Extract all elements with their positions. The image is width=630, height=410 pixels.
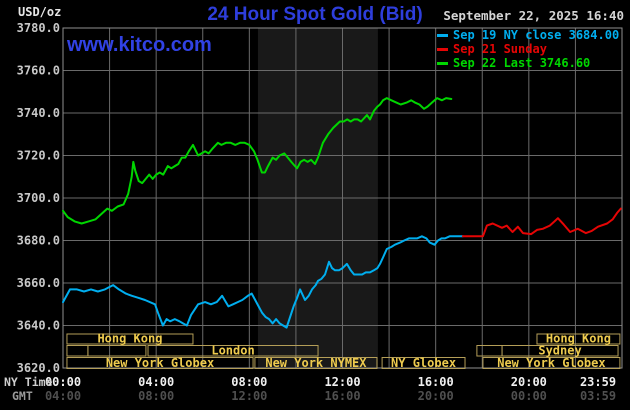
ny-time-tick-label: 00:00 [45,375,81,389]
session-box [501,345,619,357]
session-label: Sydney [538,344,581,358]
session-box [66,357,254,369]
chart-legend: Sep 19 NY close 3684.00 Sep 21 Sunday Se… [437,28,619,70]
y-axis-tick-label: 3620.0 [17,361,60,375]
session-label: Hong Kong [97,332,162,346]
legend-label: Sep 19 NY close 3684.00 [453,28,620,42]
gmt-axis-caption: GMT [12,389,33,403]
y-axis-tick-label: 3640.0 [17,319,60,333]
ny-time-tick-label: 04:00 [138,375,174,389]
session-box [476,345,503,357]
legend-item-sep19: Sep 19 NY close 3684.00 [437,28,619,42]
session-box [381,357,466,369]
legend-item-sep22: Sep 22 Last 3746.60 [437,56,619,70]
y-axis-tick-label: 3780.0 [17,21,60,35]
session-label: Hong Kong [546,332,611,346]
session-label: NY Globex [391,356,456,370]
session-label: London [211,344,254,358]
legend-dash-icon [437,47,448,51]
chart-title: 24 Hour Spot Gold (Bid) [207,4,423,25]
session-box [87,345,147,357]
ny-time-tick-label: 23:59 [580,375,616,389]
series-line-sep19 [62,235,464,329]
session-box [254,357,378,369]
ny-time-tick-label: 08:00 [231,375,267,389]
gmt-tick-label: 16:00 [324,389,360,403]
y-axis-tick-label: 3760.0 [17,64,60,78]
session-box [66,333,194,345]
y-axis-tick-label: 3700.0 [17,191,60,205]
session-box [147,345,319,357]
ny-time-tick-label: 20:00 [511,375,547,389]
session-box [536,333,621,345]
kitco-watermark-link[interactable]: www.kitco.com [67,34,212,56]
y-axis-tick-label: 3660.0 [17,276,60,290]
legend-item-sep21: Sep 21 Sunday [437,42,619,56]
legend-label: Sep 21 Sunday [453,42,547,56]
gmt-tick-label: 03:59 [580,389,616,403]
session-box [66,345,89,357]
y-axis-tick-label: 3740.0 [17,106,60,120]
legend-dash-icon [437,33,448,37]
series-line-sep21 [461,207,622,238]
y-axis-tick-label: 3680.0 [17,234,60,248]
gmt-tick-label: 20:00 [418,389,454,403]
ny-time-tick-label: 12:00 [324,375,360,389]
session-label: New York NYMEX [265,356,367,370]
y-axis-tick-label: 3720.0 [17,149,60,163]
gmt-tick-label: 04:00 [45,389,81,403]
session-label: New York Globex [497,356,605,370]
gmt-tick-label: 08:00 [138,389,174,403]
session-label: New York Globex [106,356,214,370]
gmt-tick-label: 00:00 [511,389,547,403]
ny-time-axis-caption: NY Time [4,375,53,389]
legend-dash-icon [437,61,448,65]
legend-label: Sep 22 Last 3746.60 [453,56,591,70]
chart-datetime: September 22, 2025 16:40 [443,8,624,23]
y-axis-unit-label: USD/oz [18,5,62,19]
gmt-tick-label: 12:00 [231,389,267,403]
series-line-sep22 [62,97,453,225]
ny-time-tick-label: 16:00 [418,375,454,389]
session-box [482,357,621,369]
